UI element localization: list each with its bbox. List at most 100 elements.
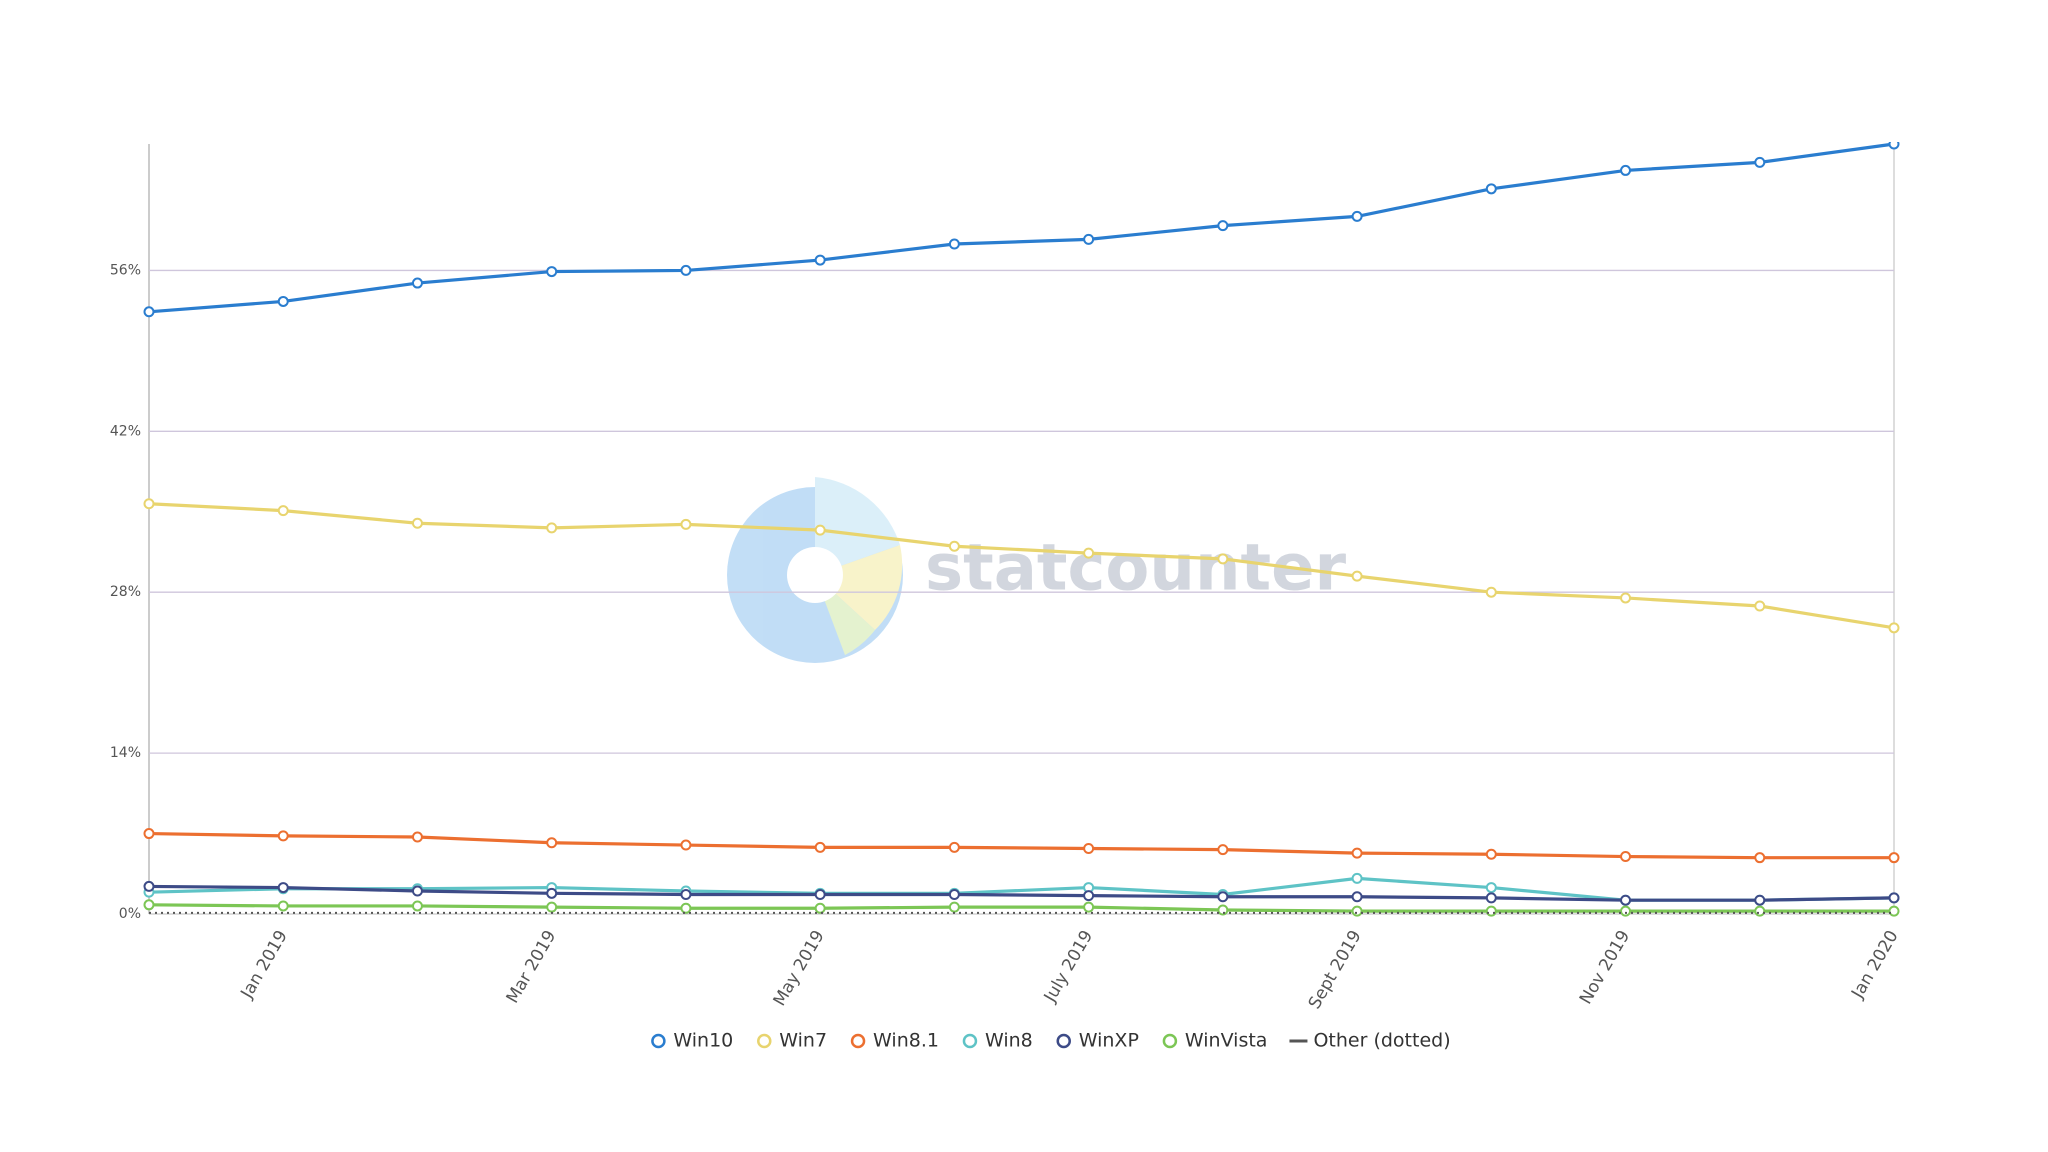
data-point — [1217, 891, 1229, 903]
data-point — [1620, 905, 1632, 917]
data-point — [814, 902, 826, 914]
x-tick-label: July 2019 — [1040, 927, 1097, 1006]
legend-label: Other (dotted) — [1313, 1030, 1450, 1052]
data-point — [546, 266, 558, 278]
series-line — [148, 831, 1894, 860]
plot-area — [143, 142, 1900, 917]
data-point — [814, 841, 826, 853]
data-point — [411, 885, 423, 897]
legend-marker — [651, 1033, 666, 1049]
x-tick-label: May 2019 — [770, 927, 829, 1010]
y-tick-label: 14% — [110, 745, 141, 761]
data-point — [1083, 890, 1095, 902]
y-tick-label: 28% — [110, 584, 141, 600]
series-line — [148, 903, 1894, 913]
data-point — [1888, 852, 1900, 864]
data-point — [1620, 894, 1632, 906]
legend-label: WinVista — [1185, 1030, 1268, 1052]
data-point — [277, 295, 289, 307]
data-point — [680, 264, 692, 276]
data-point — [277, 505, 289, 517]
legend-marker — [850, 1033, 866, 1049]
data-point — [1217, 220, 1229, 232]
series-line — [148, 502, 1895, 630]
data-point — [1888, 622, 1900, 634]
data-point — [1351, 210, 1363, 222]
data-point — [1485, 848, 1497, 860]
data-point — [546, 837, 558, 849]
data-point — [814, 254, 826, 266]
data-point — [1351, 847, 1363, 859]
series-line — [148, 884, 1895, 902]
x-tick-label: Mar 2019 — [503, 927, 561, 1007]
data-point — [143, 880, 155, 892]
legend-label: Win8 — [985, 1030, 1033, 1052]
data-point — [1351, 570, 1363, 582]
data-point — [1888, 892, 1900, 904]
x-tick-label: Sept 2019 — [1305, 927, 1366, 1013]
watermark: statcounter — [925, 532, 1347, 606]
data-point — [680, 839, 692, 851]
data-point — [1888, 905, 1900, 917]
data-point — [948, 888, 960, 900]
legend-label: Win10 — [673, 1030, 733, 1052]
data-point — [1083, 233, 1095, 245]
data-point — [143, 828, 155, 840]
data-point — [1217, 553, 1229, 565]
data-point — [1351, 891, 1363, 903]
y-tick-label: 56% — [110, 262, 141, 278]
data-point — [143, 498, 155, 510]
data-point — [1620, 851, 1632, 863]
legend-marker — [757, 1033, 772, 1049]
data-point — [1485, 905, 1497, 917]
data-point — [1620, 164, 1632, 176]
data-point — [948, 238, 960, 250]
legend: Win10 Win7 Win8.1 Win8 WinXP WinVista Other (d… — [651, 1030, 1451, 1052]
data-point — [1217, 844, 1229, 856]
data-point — [546, 901, 558, 913]
series-line — [148, 142, 1895, 314]
data-point — [680, 902, 692, 914]
data-point — [1083, 842, 1095, 854]
data-point — [1754, 852, 1766, 864]
data-point — [1217, 904, 1229, 916]
data-point — [1620, 592, 1632, 604]
data-point — [1351, 872, 1363, 884]
data-point — [1754, 905, 1766, 917]
data-point — [1083, 901, 1095, 913]
data-point — [814, 888, 826, 900]
data-point — [1888, 142, 1900, 150]
legend-label: WinXP — [1079, 1030, 1139, 1052]
data-point — [1351, 905, 1363, 917]
legend-label: Win8.1 — [873, 1030, 939, 1052]
x-tick-label: Nov 2019 — [1576, 927, 1634, 1008]
data-point — [411, 900, 423, 912]
data-point — [1485, 183, 1497, 195]
data-point — [948, 901, 960, 913]
y-tick-label: 0% — [119, 906, 141, 922]
data-point — [411, 517, 423, 529]
series-line — [148, 876, 1895, 902]
data-point — [277, 830, 289, 842]
data-point — [1754, 600, 1766, 612]
data-point — [948, 841, 960, 853]
data-point — [546, 522, 558, 534]
data-point — [277, 882, 289, 894]
data-point — [1485, 882, 1497, 894]
data-point — [948, 540, 960, 552]
x-tick-label: Jan 2019 — [237, 927, 292, 1003]
data-point — [1083, 547, 1095, 559]
data-point — [1485, 892, 1497, 904]
legend-marker — [1162, 1033, 1178, 1049]
data-point — [1754, 894, 1766, 906]
data-point — [680, 518, 692, 530]
data-point — [1485, 586, 1497, 598]
data-point — [814, 524, 826, 536]
data-point — [411, 831, 423, 843]
y-tick-label: 42% — [110, 423, 141, 439]
legend-label: Win7 — [779, 1030, 827, 1052]
legend-marker — [1056, 1033, 1071, 1049]
watermark-logo — [727, 477, 903, 663]
data-point — [411, 277, 423, 289]
